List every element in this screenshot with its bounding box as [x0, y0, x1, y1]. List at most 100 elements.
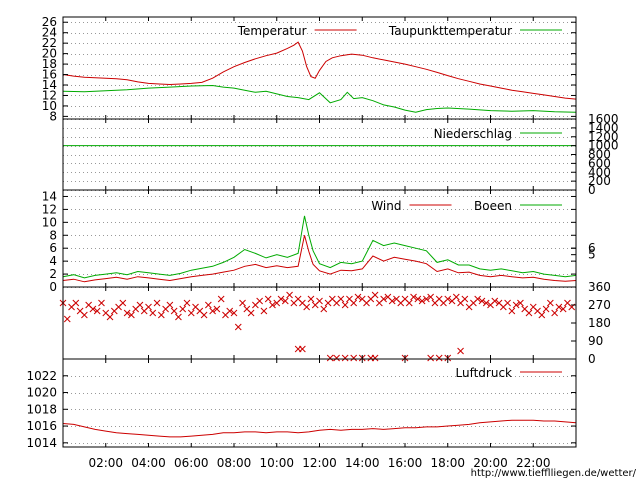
wind-direction-point: [153, 299, 161, 307]
wind-direction-point-stroke: [538, 311, 546, 319]
wind-direction-point: [81, 311, 88, 319]
wind-direction-point: [354, 293, 362, 301]
wind-direction-point: [166, 301, 174, 309]
wind-direction-point-stroke: [350, 354, 358, 362]
precipitation-ytick-right-label: 400: [588, 165, 611, 179]
wind-direction-point-stroke: [183, 299, 191, 307]
wind-direction-point-stroke: [316, 297, 323, 305]
wind-direction-point-stroke: [358, 295, 366, 303]
wind-direction-point: [98, 299, 105, 307]
wind-direction-point-stroke: [157, 311, 165, 319]
wind-direction-point-stroke: [247, 309, 255, 317]
wind-direction-ytick-right-label: 180: [588, 316, 611, 330]
wind-direction-point-stroke: [410, 293, 417, 301]
x-axis-tick-label: 14:00: [345, 456, 380, 470]
pressure-legend-label: Luftdruck: [455, 366, 512, 380]
precipitation-ytick-right-label: 200: [588, 174, 611, 188]
wind-direction-point: [478, 297, 486, 305]
wind-direction-point-stroke: [187, 309, 195, 317]
wind-direction-point: [260, 307, 268, 315]
precipitation-ytick-right-label: 1000: [588, 139, 619, 153]
wind-direction-point: [264, 295, 272, 303]
x-axis-tick-label: 08:00: [217, 456, 252, 470]
wind-direction-point: [123, 309, 131, 317]
wind-direction-point: [234, 323, 242, 331]
wind-direction-point-stroke: [98, 299, 105, 307]
wind-direction-point-stroke: [474, 295, 482, 303]
text-layer: 8101214161820222426TaupunkttemperaturTem…: [26, 15, 636, 479]
wind-direction-point-stroke: [226, 307, 234, 315]
temperature-ytick-label: 14: [42, 78, 57, 92]
wind-direction-point: [200, 311, 208, 319]
wind-direction-point-stroke: [405, 299, 413, 307]
wind-direction-point: [256, 297, 264, 305]
wind-direction-point: [72, 299, 80, 307]
wind-direction-point: [559, 305, 567, 313]
wind-direction-point: [371, 291, 379, 299]
temperature-ytick-label: 18: [42, 57, 57, 71]
precipitation-ytick-right-label: 1400: [588, 121, 619, 135]
wind-direction-ytick-right-label: 0: [588, 352, 596, 366]
wind-direction-point: [213, 305, 221, 313]
wind-direction-point-stroke: [555, 303, 563, 311]
wind-direction-point-stroke: [209, 307, 216, 315]
wind-direction-point-stroke: [93, 307, 101, 315]
x-axis-tick-label: 22:00: [516, 456, 551, 470]
x-axis-tick-label: 02:00: [88, 456, 123, 470]
wind-direction-point-stroke: [350, 299, 358, 307]
wind-direction-point-stroke: [256, 297, 264, 305]
temperature-ytick-label: 26: [42, 15, 57, 29]
temperature-ytick-label: 22: [42, 36, 57, 50]
wind-direction-point-stroke: [427, 354, 435, 362]
wind-ytick-label: 6: [49, 241, 57, 255]
temperature-legend-label: Temperatur: [237, 24, 307, 38]
precipitation-legend-label: Niederschlag: [434, 127, 512, 141]
wind-ytick-right-label: 5: [588, 248, 596, 262]
wind-direction-point: [175, 313, 182, 321]
wind-direction-point: [170, 307, 178, 315]
wind-direction-point: [226, 307, 234, 315]
wind-direction-point-stroke: [320, 305, 328, 313]
wind-direction-point-stroke: [478, 297, 486, 305]
wind-direction-point: [89, 305, 97, 313]
wind-direction-point: [444, 295, 452, 303]
wind-direction-point-stroke: [393, 295, 400, 303]
wind-direction-point-stroke: [106, 313, 114, 321]
pressure-ytick-label: 1018: [26, 402, 57, 416]
x-axis-tick-label: 06:00: [174, 456, 209, 470]
wind-direction-point-stroke: [551, 309, 558, 317]
wind-direction-point: [380, 295, 387, 303]
wind-direction-point: [341, 301, 349, 309]
wind-direction-point: [239, 299, 246, 307]
pressure-ytick-label: 1016: [26, 419, 57, 433]
wind-direction-point-stroke: [482, 299, 490, 307]
wind-direction-point: [474, 295, 482, 303]
wind-direction-point-stroke: [63, 315, 71, 323]
wind-direction-point-stroke: [269, 301, 276, 309]
wind-direction-point-stroke: [192, 303, 199, 311]
wind-direction-point: [204, 301, 212, 309]
wind-direction-point-stroke: [388, 297, 396, 305]
wind-direction-point: [316, 297, 323, 305]
wind-direction-point-stroke: [281, 297, 289, 305]
wind-direction-point: [504, 299, 511, 307]
wind-direction-point-stroke: [452, 293, 460, 301]
wind-direction-point-stroke: [196, 307, 204, 315]
wind-ytick-label: 2: [49, 267, 57, 281]
wind-direction-point-stroke: [341, 301, 349, 309]
grid-layer: [63, 22, 576, 444]
wind-direction-point-stroke: [328, 295, 336, 303]
wind-direction-point-stroke: [89, 305, 97, 313]
wind-series-boeen: [62, 215, 577, 279]
wind-direction-point-stroke: [529, 303, 537, 311]
wind-direction-point: [337, 295, 345, 303]
wind-direction-point-stroke: [346, 295, 353, 303]
wind-direction-point: [388, 297, 396, 305]
wind-direction-point-stroke: [542, 305, 550, 313]
wind-legend-label: Boeen: [474, 199, 512, 213]
temperature-ytick-label: 20: [42, 47, 57, 61]
wind-direction-point-stroke: [559, 305, 567, 313]
wind-direction-point: [63, 315, 71, 323]
pressure-ytick-label: 1020: [26, 386, 57, 400]
